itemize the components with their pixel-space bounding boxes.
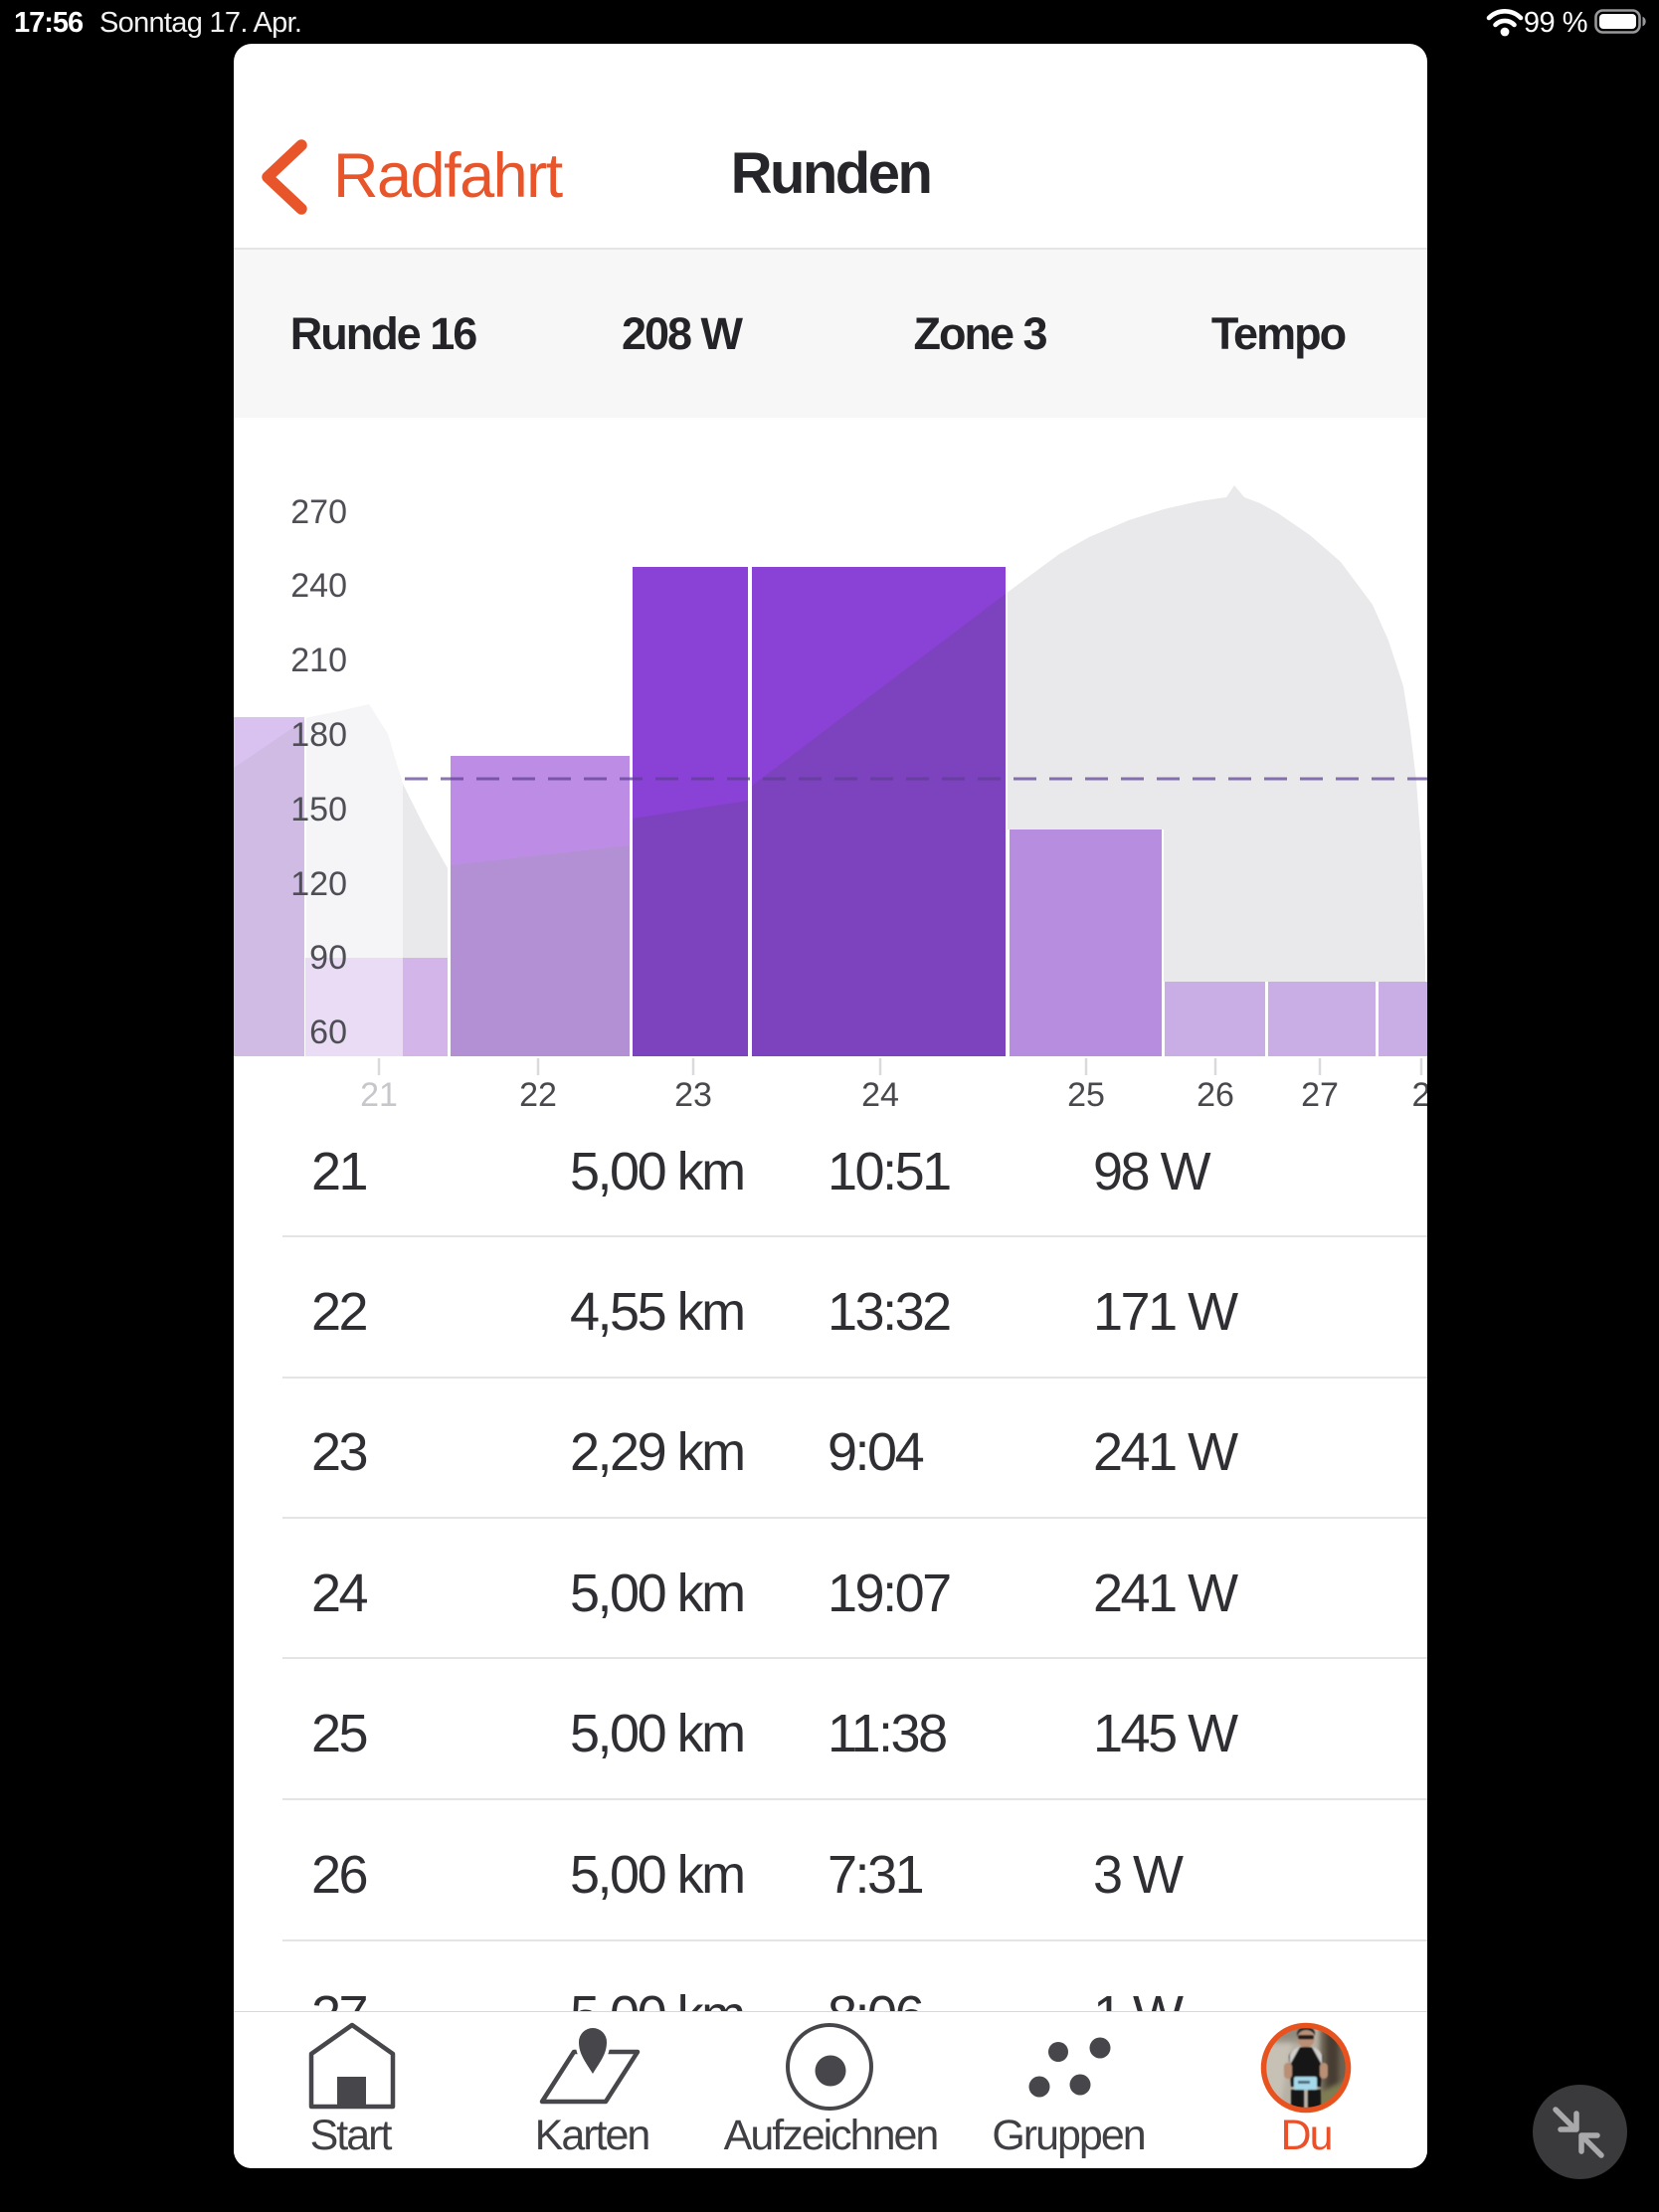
svg-text:25: 25 [1067,1076,1105,1114]
svg-text:150: 150 [290,791,347,829]
svg-text:2: 2 [1412,1076,1427,1114]
svg-text:24: 24 [861,1076,899,1114]
svg-text:240: 240 [290,567,347,605]
svg-text:22: 22 [519,1076,557,1114]
svg-text:26: 26 [1197,1076,1234,1114]
svg-text:120: 120 [290,865,347,903]
svg-text:90: 90 [309,939,347,977]
svg-text:270: 270 [290,493,347,531]
svg-text:21: 21 [360,1076,398,1114]
svg-text:60: 60 [309,1014,347,1051]
svg-text:180: 180 [290,716,347,754]
svg-text:27: 27 [1301,1076,1339,1114]
svg-text:210: 210 [290,642,347,679]
svg-text:23: 23 [674,1076,712,1114]
